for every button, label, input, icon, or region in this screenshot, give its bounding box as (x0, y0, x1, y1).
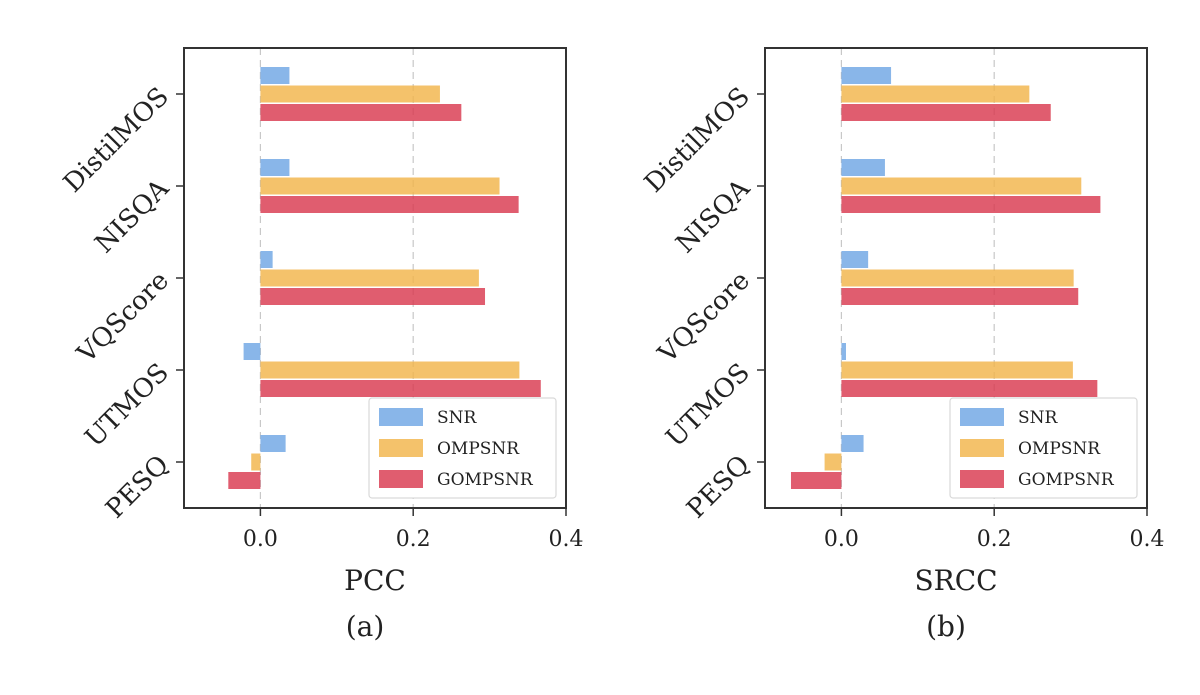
legend-label-ompsnr: OMPSNR (437, 439, 520, 459)
category-label-pesq: PESQ (100, 450, 175, 525)
x-tick-label: 0.0 (824, 527, 859, 552)
plot-frame (764, 47, 1148, 509)
legend-label-snr: SNR (1018, 408, 1059, 428)
bar-snr-utmos (841, 343, 846, 360)
bar-gompsnr-vqscore (260, 288, 486, 305)
bar-gompsnr-utmos (841, 380, 1098, 397)
legend-label-snr: SNR (437, 408, 478, 428)
bar-ompsnr-vqscore (841, 269, 1074, 287)
bar-gompsnr-pesq (228, 472, 261, 489)
legend-swatch-snr (379, 408, 423, 426)
bar-gompsnr-distilmos (260, 104, 462, 121)
legend-swatch-ompsnr (960, 439, 1004, 457)
bar-ompsnr-distilmos (841, 85, 1030, 103)
bar-snr-pesq (260, 435, 286, 452)
legend-label-gompsnr: GOMPSNR (1018, 470, 1115, 490)
bar-gompsnr-utmos (260, 380, 541, 397)
bar-ompsnr-nisqa (841, 177, 1082, 195)
legend-label-gompsnr: GOMPSNR (437, 470, 534, 490)
bar-gompsnr-distilmos (841, 104, 1051, 121)
legend: SNR OMPSNR GOMPSNR (368, 397, 557, 499)
category-label-vqscore: VQScore (652, 266, 756, 370)
x-tick-label: 0.4 (549, 527, 584, 552)
x-axis-title: SRCC (914, 564, 997, 597)
x-tick-label: 0.2 (977, 527, 1012, 552)
bar-gompsnr-vqscore (841, 288, 1079, 305)
bar-gompsnr-nisqa (841, 196, 1101, 213)
plot-frame (183, 47, 567, 509)
bar-ompsnr-vqscore (260, 269, 479, 287)
bar-gompsnr-pesq (790, 472, 842, 489)
legend-swatch-ompsnr (379, 439, 423, 457)
bar-ompsnr-pesq (251, 453, 261, 471)
panel-caption: (b) (926, 610, 966, 643)
bar-ompsnr-utmos (260, 361, 520, 379)
bar-ompsnr-utmos (841, 361, 1073, 379)
category-label-utmos: UTMOS (79, 358, 174, 453)
legend-swatch-gompsnr (379, 470, 423, 488)
bar-snr-distilmos (260, 67, 290, 84)
x-tick-label: 0.4 (1130, 527, 1165, 552)
bar-snr-distilmos (841, 67, 892, 84)
category-label-vqscore: VQScore (71, 266, 175, 370)
bar-snr-pesq (841, 435, 864, 452)
x-tick-label: 0.2 (396, 527, 431, 552)
bar-ompsnr-distilmos (260, 85, 440, 103)
legend-swatch-gompsnr (960, 470, 1004, 488)
bar-snr-vqscore (841, 251, 869, 268)
panel-caption: (a) (346, 610, 385, 643)
bar-ompsnr-nisqa (260, 177, 500, 195)
category-label-nisqa: NISQA (670, 173, 756, 259)
legend: SNR OMPSNR GOMPSNR (949, 397, 1138, 499)
bar-snr-nisqa (841, 159, 885, 176)
category-label-nisqa: NISQA (89, 173, 175, 259)
bar-snr-utmos (243, 343, 261, 360)
x-axis-title: PCC (344, 564, 406, 597)
bar-ompsnr-pesq (824, 453, 842, 471)
bar-snr-nisqa (260, 159, 290, 176)
legend-swatch-snr (960, 408, 1004, 426)
bar-gompsnr-nisqa (260, 196, 519, 213)
legend-label-ompsnr: OMPSNR (1018, 439, 1101, 459)
x-tick-label: 0.0 (243, 527, 278, 552)
category-label-utmos: UTMOS (660, 358, 755, 453)
bar-snr-vqscore (260, 251, 273, 268)
category-label-pesq: PESQ (681, 450, 756, 525)
